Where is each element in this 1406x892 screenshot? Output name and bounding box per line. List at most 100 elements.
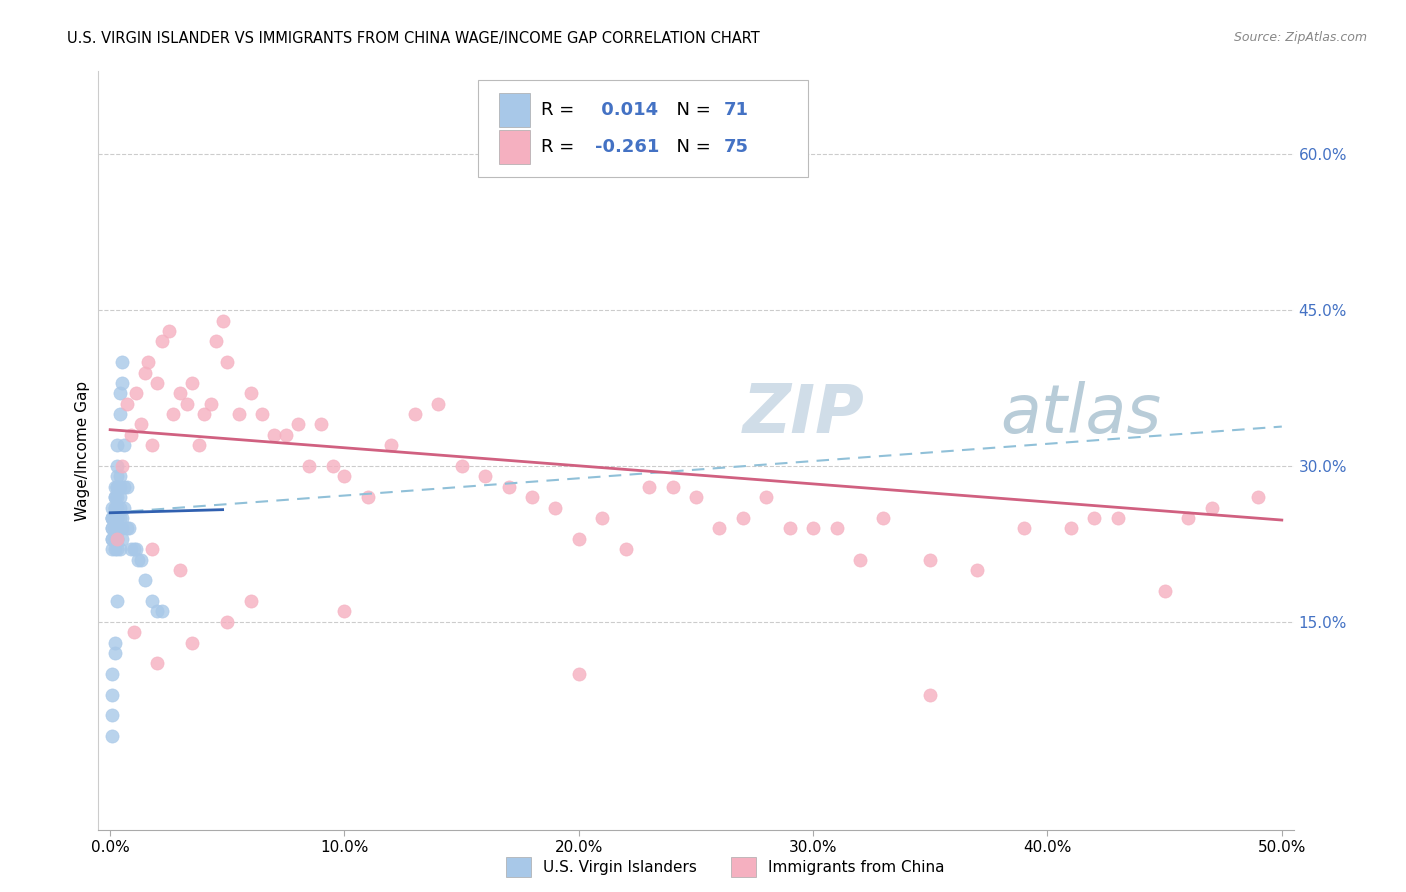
Point [146, 657, 169, 671]
Point [731, 511, 754, 525]
Point [1083, 511, 1105, 525]
Point [150, 334, 173, 349]
Point [263, 428, 285, 442]
Y-axis label: Wage/Income Gap: Wage/Income Gap [75, 380, 90, 521]
Point [211, 313, 233, 327]
Point [104, 646, 127, 660]
Point [141, 438, 163, 452]
Point [150, 604, 173, 618]
Text: N =: N = [665, 101, 717, 119]
Point [169, 386, 191, 401]
Text: N =: N = [665, 138, 717, 156]
Point [105, 438, 128, 452]
Point [120, 428, 142, 442]
Text: Immigrants from China: Immigrants from China [768, 860, 945, 874]
Point [115, 397, 138, 411]
Point [120, 542, 142, 557]
Point [105, 532, 128, 546]
Point [108, 542, 131, 557]
Point [105, 480, 128, 494]
Point [520, 490, 543, 504]
Point [141, 594, 163, 608]
Point [193, 407, 215, 421]
Point [1201, 500, 1223, 515]
Point [162, 407, 184, 421]
Text: 71: 71 [724, 101, 749, 119]
Point [129, 552, 152, 566]
Point [101, 511, 124, 525]
Point [104, 511, 127, 525]
Point [498, 480, 520, 494]
Point [105, 500, 128, 515]
Text: 75: 75 [724, 138, 749, 156]
Point [105, 458, 128, 473]
Point [101, 521, 124, 535]
Point [108, 490, 131, 504]
Point [176, 397, 198, 411]
Point [125, 386, 148, 401]
Point [217, 615, 239, 629]
Point [104, 635, 127, 649]
Point [568, 532, 591, 546]
Point [101, 500, 124, 515]
Point [104, 521, 127, 535]
Point [661, 480, 683, 494]
Point [252, 407, 274, 421]
Point [146, 376, 169, 390]
Point [1153, 583, 1175, 598]
Point [614, 542, 637, 557]
Point [298, 458, 321, 473]
Point [169, 563, 191, 577]
Point [108, 511, 131, 525]
Point [966, 563, 988, 577]
Point [157, 324, 180, 338]
Text: Source: ZipAtlas.com: Source: ZipAtlas.com [1233, 31, 1367, 45]
Point [129, 417, 152, 432]
Point [709, 521, 731, 535]
Text: 0.014: 0.014 [595, 101, 658, 119]
Point [111, 355, 134, 369]
Point [333, 469, 356, 483]
Point [105, 511, 128, 525]
Point [101, 532, 124, 546]
Point [111, 511, 134, 525]
Text: ZIP: ZIP [742, 381, 865, 447]
Point [380, 438, 402, 452]
Point [101, 688, 124, 702]
Point [111, 458, 134, 473]
Point [849, 552, 872, 566]
Point [111, 532, 134, 546]
Text: R =: R = [541, 101, 581, 119]
Point [112, 480, 135, 494]
Point [112, 500, 135, 515]
Point [122, 625, 145, 640]
Point [115, 521, 138, 535]
Point [204, 334, 226, 349]
Point [112, 438, 135, 452]
Point [450, 458, 472, 473]
Point [122, 542, 145, 557]
Point [146, 604, 169, 618]
Point [239, 386, 262, 401]
Point [134, 574, 156, 588]
Point [108, 386, 131, 401]
Point [427, 397, 450, 411]
Point [101, 708, 124, 723]
Point [108, 469, 131, 483]
Point [274, 428, 297, 442]
Point [181, 635, 204, 649]
Point [105, 532, 128, 546]
Point [115, 480, 138, 494]
Point [111, 521, 134, 535]
Text: -0.261: -0.261 [595, 138, 659, 156]
Point [105, 469, 128, 483]
Point [1107, 511, 1129, 525]
Point [104, 521, 127, 535]
Point [200, 397, 222, 411]
Point [920, 552, 942, 566]
Point [685, 490, 707, 504]
Point [1247, 490, 1270, 504]
Point [801, 521, 824, 535]
Point [104, 490, 127, 504]
Point [544, 500, 567, 515]
